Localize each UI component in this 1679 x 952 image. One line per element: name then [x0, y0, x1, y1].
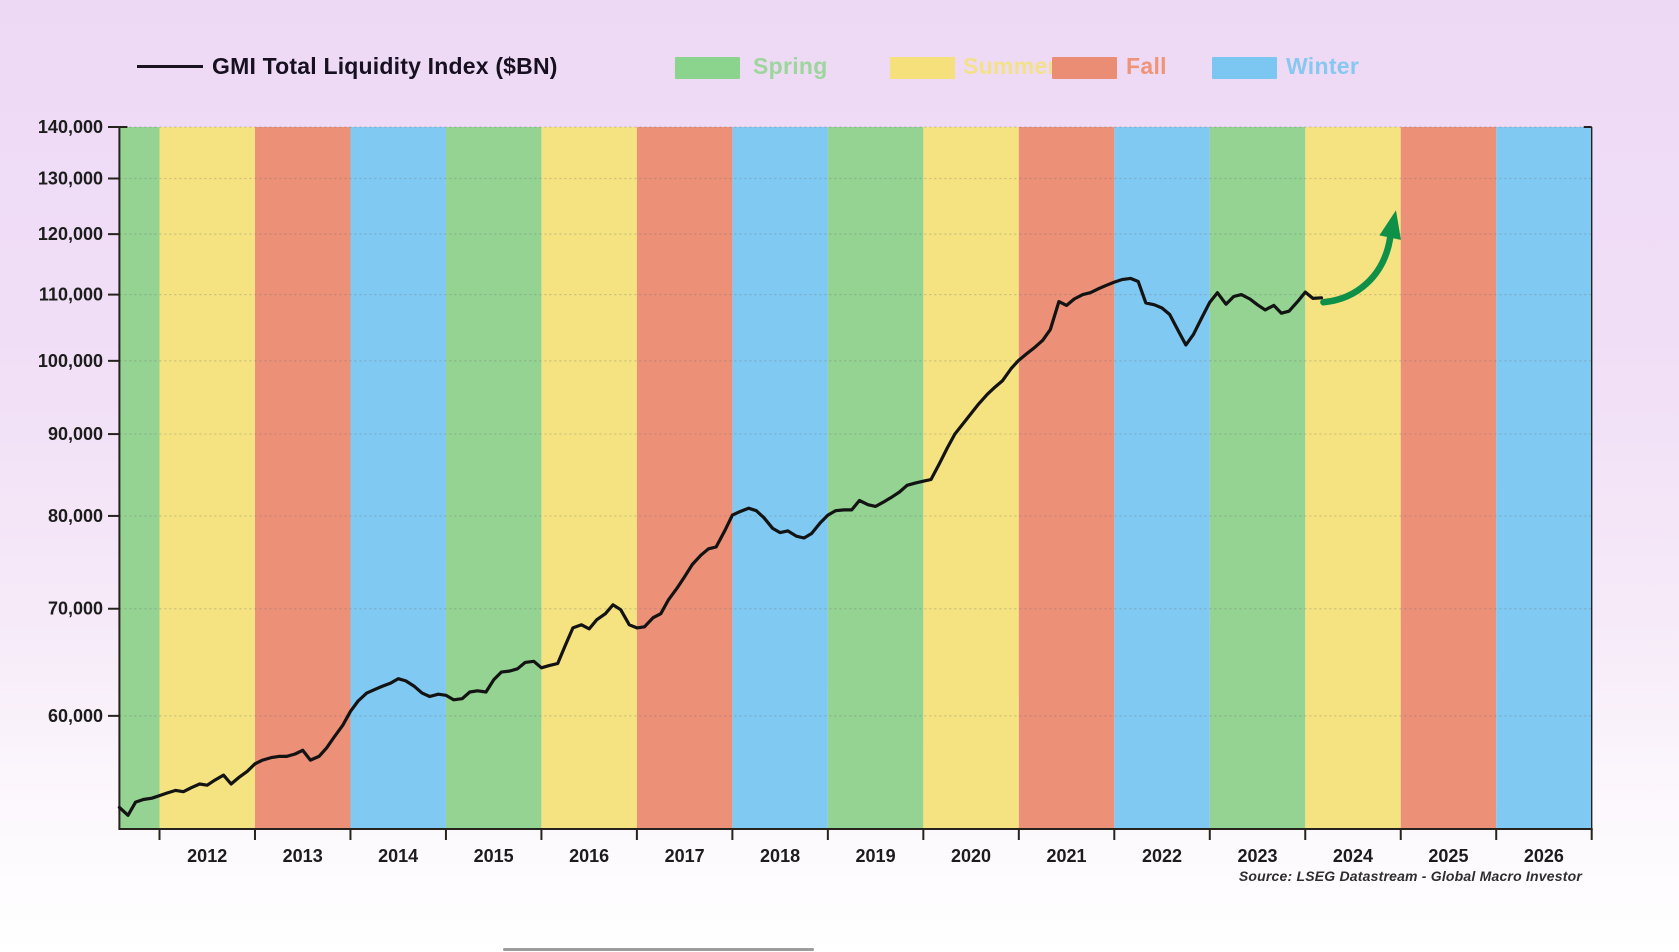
- summer-legend-label: Summer: [963, 53, 1057, 79]
- x-tick-label: 2015: [474, 846, 514, 866]
- band-summer-2024: [1305, 127, 1401, 829]
- chart-legend: GMI Total Liquidity Index ($BN) Spring S…: [0, 24, 1679, 79]
- x-tick-label: 2018: [760, 846, 800, 866]
- x-tick-label: 2025: [1428, 846, 1468, 866]
- x-tick-label: 2023: [1237, 846, 1277, 866]
- series-line-sample: [137, 65, 203, 68]
- y-tick-label: 90,000: [48, 424, 103, 444]
- y-tick-label: 60,000: [48, 706, 103, 726]
- projection-arrow-shaft: [1320, 234, 1394, 306]
- x-tick-label: 2017: [665, 846, 705, 866]
- series-legend-label: GMI Total Liquidity Index ($BN): [212, 53, 558, 79]
- band-summer-2016: [541, 127, 637, 829]
- x-tick-label: 2019: [856, 846, 896, 866]
- spring-legend-label: Spring: [753, 53, 828, 79]
- band-winter-2018: [732, 127, 828, 829]
- video-progress-bar: [503, 948, 814, 951]
- x-tick-label: 2013: [283, 846, 323, 866]
- axes-layer: [108, 126, 1593, 840]
- x-tick-label: 2020: [951, 846, 991, 866]
- band-fall-2017: [636, 127, 733, 829]
- band-winter-2026: [1496, 127, 1592, 829]
- fall-legend-label: Fall: [1126, 53, 1167, 79]
- x-tick-label: 2022: [1142, 846, 1182, 866]
- band-spring-2011: [119, 127, 160, 829]
- y-tick-label: 70,000: [48, 599, 103, 619]
- x-tick-label: 2014: [378, 846, 418, 866]
- band-winter-2022: [1114, 127, 1210, 829]
- x-tick-label: 2012: [187, 846, 227, 866]
- y-tick-label: 120,000: [38, 224, 103, 244]
- band-summer-2020: [923, 127, 1019, 829]
- band-fall-2021: [1018, 127, 1115, 829]
- band-spring-2023: [1209, 127, 1306, 829]
- season-bands-layer: [119, 127, 1592, 829]
- y-tick-label: 130,000: [38, 169, 103, 189]
- band-spring-2019: [827, 127, 924, 829]
- y-tick-label: 80,000: [48, 506, 103, 526]
- winter-legend-label: Winter: [1286, 53, 1360, 79]
- band-summer-2012: [159, 127, 255, 829]
- source-attribution: Source: LSEG Datastream - Global Macro I…: [1238, 868, 1582, 884]
- liquidity-series-line: [117, 276, 1324, 817]
- x-tick-label: 2024: [1333, 846, 1373, 866]
- band-spring-2015: [445, 127, 542, 829]
- fall-swatch: [1052, 57, 1117, 79]
- tick-labels-layer: 60,000 70,000 80,000 90,000 100,000 110,000 12…: [38, 117, 1564, 866]
- band-winter-2014: [350, 127, 446, 829]
- y-tick-label: 110,000: [39, 285, 103, 305]
- projection-arrow-head: [1379, 210, 1401, 240]
- spring-swatch: [675, 57, 740, 79]
- summer-swatch: [890, 57, 955, 79]
- x-tick-label: 2016: [569, 846, 609, 866]
- x-tick-label: 2021: [1046, 846, 1086, 866]
- band-fall-2013: [254, 127, 351, 829]
- y-tick-label: 140,000: [38, 117, 103, 137]
- x-tick-label: 2026: [1524, 846, 1564, 866]
- y-tick-label: 100,000: [38, 351, 103, 371]
- winter-swatch: [1212, 57, 1277, 79]
- band-fall-2025: [1400, 127, 1497, 829]
- gridlines-layer: [119, 126, 1592, 717]
